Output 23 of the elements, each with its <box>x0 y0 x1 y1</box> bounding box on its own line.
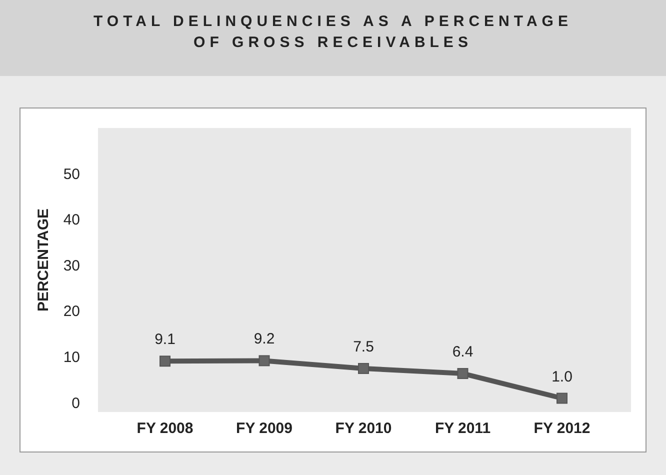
y-tick-label: 50 <box>63 166 80 183</box>
point <box>457 368 468 380</box>
y-tick-label: 0 <box>72 394 80 412</box>
y-tick-label: 20 <box>63 303 80 320</box>
y-tick-label: 40 <box>63 212 80 229</box>
point <box>358 362 369 374</box>
x-tick-label: FY 2010 <box>335 420 392 437</box>
x-tick-label: FY 2012 <box>534 420 590 437</box>
chart-title: TOTAL DELINQUENCIES AS A PERCENTAGE OF GROSS RECEIVABLES <box>94 13 572 51</box>
data-label: 6.4 <box>452 344 474 361</box>
data-label: 1.0 <box>552 368 572 386</box>
data-label: 7.5 <box>353 338 374 356</box>
x-tick-label: FY 2008 <box>136 420 194 437</box>
y-tick-label: 30 <box>63 257 80 274</box>
y-axis-title: PERCENTAGE <box>35 208 52 312</box>
point <box>258 355 270 366</box>
point <box>556 392 568 404</box>
x-tick-label: FY 2009 <box>236 420 292 437</box>
point <box>160 356 170 367</box>
data-label: 9.2 <box>254 330 275 348</box>
data-label: 9.1 <box>154 331 176 348</box>
y-tick-label: 10 <box>63 349 80 366</box>
x-tick-label: FY 2011 <box>434 420 491 437</box>
